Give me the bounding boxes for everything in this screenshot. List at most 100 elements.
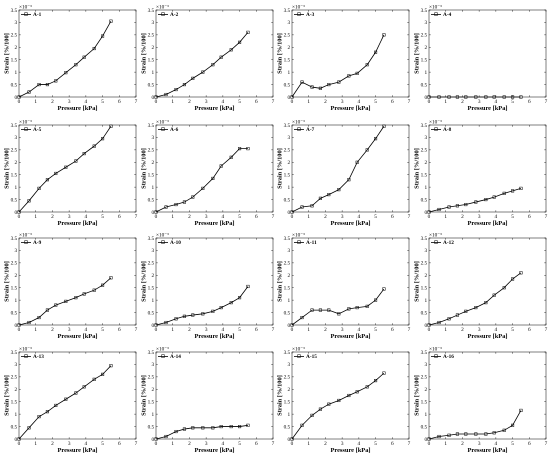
x-tick-label: 2 xyxy=(51,441,54,447)
series-line xyxy=(428,410,522,440)
data-point xyxy=(455,432,459,436)
x-tick-label: 4 xyxy=(222,327,225,333)
data-point xyxy=(447,433,451,437)
y-tick-label: 3 xyxy=(15,362,18,368)
data-point xyxy=(154,210,158,214)
y-tick-label: 1 xyxy=(152,185,155,191)
data-point xyxy=(37,83,41,87)
data-point xyxy=(211,63,215,67)
data-point xyxy=(347,74,351,78)
x-tick-label: 1 xyxy=(307,99,310,105)
data-point xyxy=(191,426,195,430)
x-tick-label: 4 xyxy=(85,99,88,105)
data-point xyxy=(502,286,506,290)
data-point xyxy=(327,83,331,87)
x-tick-label: 3 xyxy=(478,441,481,447)
subplot-a-10: 0 1 2 3 4 5 6 7 0 0.5 1 1.5 2 2.5 3 3.5×10⁻³ Pressure [k… xyxy=(141,233,275,341)
y-tick-label: 0.5 xyxy=(421,82,428,88)
y-tick-label: 3 xyxy=(288,20,291,26)
data-point xyxy=(246,423,250,427)
data-point xyxy=(474,306,478,310)
x-tick-label: 4 xyxy=(495,441,498,447)
plot-frame xyxy=(291,124,410,213)
x-tick-label: 6 xyxy=(391,214,394,220)
y-tick-label: 1 xyxy=(425,298,428,304)
y-tick-label: 3.5 xyxy=(284,236,291,242)
data-point xyxy=(427,437,431,441)
y-tick-label: 1 xyxy=(288,185,291,191)
data-point xyxy=(109,364,113,368)
y-tick-label: 1 xyxy=(15,412,18,418)
x-tick-label: 7 xyxy=(272,327,275,333)
plot-frame xyxy=(428,351,547,440)
x-tick-label: 3 xyxy=(205,441,208,447)
x-tick-label: 2 xyxy=(324,327,327,333)
plot-frame xyxy=(291,237,410,326)
x-tick-label: 4 xyxy=(85,441,88,447)
data-point xyxy=(511,277,515,281)
y-exponent-label: ×10⁻³ xyxy=(292,120,305,126)
data-point xyxy=(355,390,359,394)
x-tick-label: 7 xyxy=(408,441,411,447)
x-tick-label: 0 xyxy=(291,441,294,447)
y-exponent-label: ×10⁻³ xyxy=(156,233,169,239)
data-point xyxy=(327,308,331,312)
y-tick-label: 2 xyxy=(152,45,155,51)
subplot-a-11: 0 1 2 3 4 5 6 7 0 0.5 1 1.5 2 2.5 3 3.5×10⁻³ Pressure [k… xyxy=(277,233,411,341)
data-point xyxy=(300,315,304,320)
y-tick-label: 2.5 xyxy=(148,261,155,267)
data-point xyxy=(318,407,322,411)
x-tick-label: 4 xyxy=(495,327,498,333)
subplot-a-14: 0 1 2 3 4 5 6 7 0 0.5 1 1.5 2 2.5 3 3.5×10⁻³ Pressure [k… xyxy=(141,347,275,454)
y-axis-label: Strain [%/100] xyxy=(277,33,284,74)
data-point xyxy=(238,40,242,44)
plot-frame xyxy=(428,237,547,326)
series-line xyxy=(155,286,249,326)
x-axis-label: Pressure [kPa] xyxy=(467,447,507,454)
y-tick-label: 1.5 xyxy=(284,400,291,406)
data-point xyxy=(27,426,31,430)
x-tick-label: 2 xyxy=(324,441,327,447)
x-tick-label: 1 xyxy=(307,214,310,220)
y-tick-label: 3.5 xyxy=(421,350,428,356)
x-tick-label: 4 xyxy=(358,214,361,220)
y-tick-label: 2.5 xyxy=(284,261,291,267)
data-point xyxy=(290,323,294,327)
x-tick-label: 5 xyxy=(238,327,241,333)
y-tick-label: 0 xyxy=(425,210,428,216)
subplot-a-16: 0 1 2 3 4 5 6 7 0 0.5 1 1.5 2 2.5 3 3.5×10⁻³ Pressure [k… xyxy=(414,347,548,454)
y-tick-label: 3 xyxy=(152,362,155,368)
x-tick-label: 0 xyxy=(18,441,21,447)
y-tick-label: 2 xyxy=(288,387,291,393)
data-point xyxy=(74,391,78,395)
data-point xyxy=(492,431,496,435)
x-tick-label: 5 xyxy=(101,99,104,105)
data-point xyxy=(74,159,78,163)
x-tick-label: 5 xyxy=(511,327,514,333)
y-tick-label: 3 xyxy=(425,248,428,254)
x-tick-label: 0 xyxy=(18,327,21,333)
y-tick-label: 2.5 xyxy=(11,261,18,267)
series-line xyxy=(18,20,112,98)
data-point xyxy=(219,425,223,429)
data-point xyxy=(511,95,515,99)
x-axis-label: Pressure [kPa] xyxy=(467,333,507,340)
data-point xyxy=(164,92,168,97)
series-line xyxy=(155,148,248,213)
data-point xyxy=(455,95,459,99)
y-tick-label: 1 xyxy=(288,412,291,418)
data-point xyxy=(219,164,223,168)
y-exponent-label: ×10⁻³ xyxy=(429,120,442,126)
series-line xyxy=(291,288,385,326)
y-tick-label: 3.5 xyxy=(148,123,155,129)
series-line xyxy=(428,272,522,326)
data-point xyxy=(229,48,233,52)
legend-label: A-10 xyxy=(170,240,181,246)
x-tick-label: 6 xyxy=(118,441,121,447)
y-tick-label: 3 xyxy=(288,135,291,141)
y-exponent-label: ×10⁻³ xyxy=(429,347,442,353)
data-point xyxy=(300,205,304,209)
data-point xyxy=(154,323,158,327)
data-point xyxy=(109,276,113,280)
y-tick-label: 0.5 xyxy=(148,82,155,88)
